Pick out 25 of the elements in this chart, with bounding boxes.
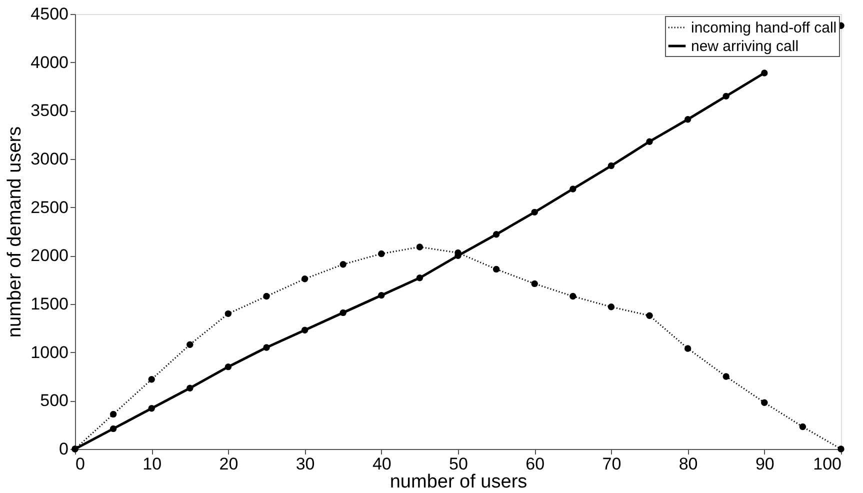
- x-tick-label: 50: [449, 454, 468, 474]
- y-tick-label: 1000: [30, 342, 68, 362]
- x-tick-label: 20: [219, 454, 238, 474]
- x-tick-label: 30: [296, 454, 315, 474]
- y-tick-label: 4500: [30, 4, 68, 24]
- y-tick-label: 2500: [30, 198, 68, 217]
- y-tick-label: 1500: [30, 294, 68, 314]
- y-tick-label: 3500: [30, 101, 68, 120]
- x-tick-label: 70: [602, 454, 622, 474]
- x-tick-label: 0: [76, 454, 85, 474]
- y-tick-label: 500: [40, 391, 68, 410]
- x-tick-label: 40: [372, 454, 392, 474]
- y-tick-label: 0: [59, 440, 68, 458]
- y-tick-label: 3000: [30, 150, 68, 168]
- x-tick-label: 90: [755, 454, 774, 474]
- x-tick-label: 80: [678, 454, 698, 474]
- legend-label: new arriving call: [691, 38, 799, 55]
- y-tick-label: 2000: [30, 246, 68, 266]
- legend-label: incoming hand-off call: [691, 20, 837, 36]
- y-tick-label: 4000: [30, 52, 68, 72]
- x-tick-label: 60: [526, 454, 545, 474]
- x-axis-title: number of users: [390, 472, 528, 492]
- x-tick-label: 10: [142, 454, 162, 474]
- x-tick-label: 100: [813, 454, 842, 474]
- y-axis-title: number of demand users: [4, 126, 26, 338]
